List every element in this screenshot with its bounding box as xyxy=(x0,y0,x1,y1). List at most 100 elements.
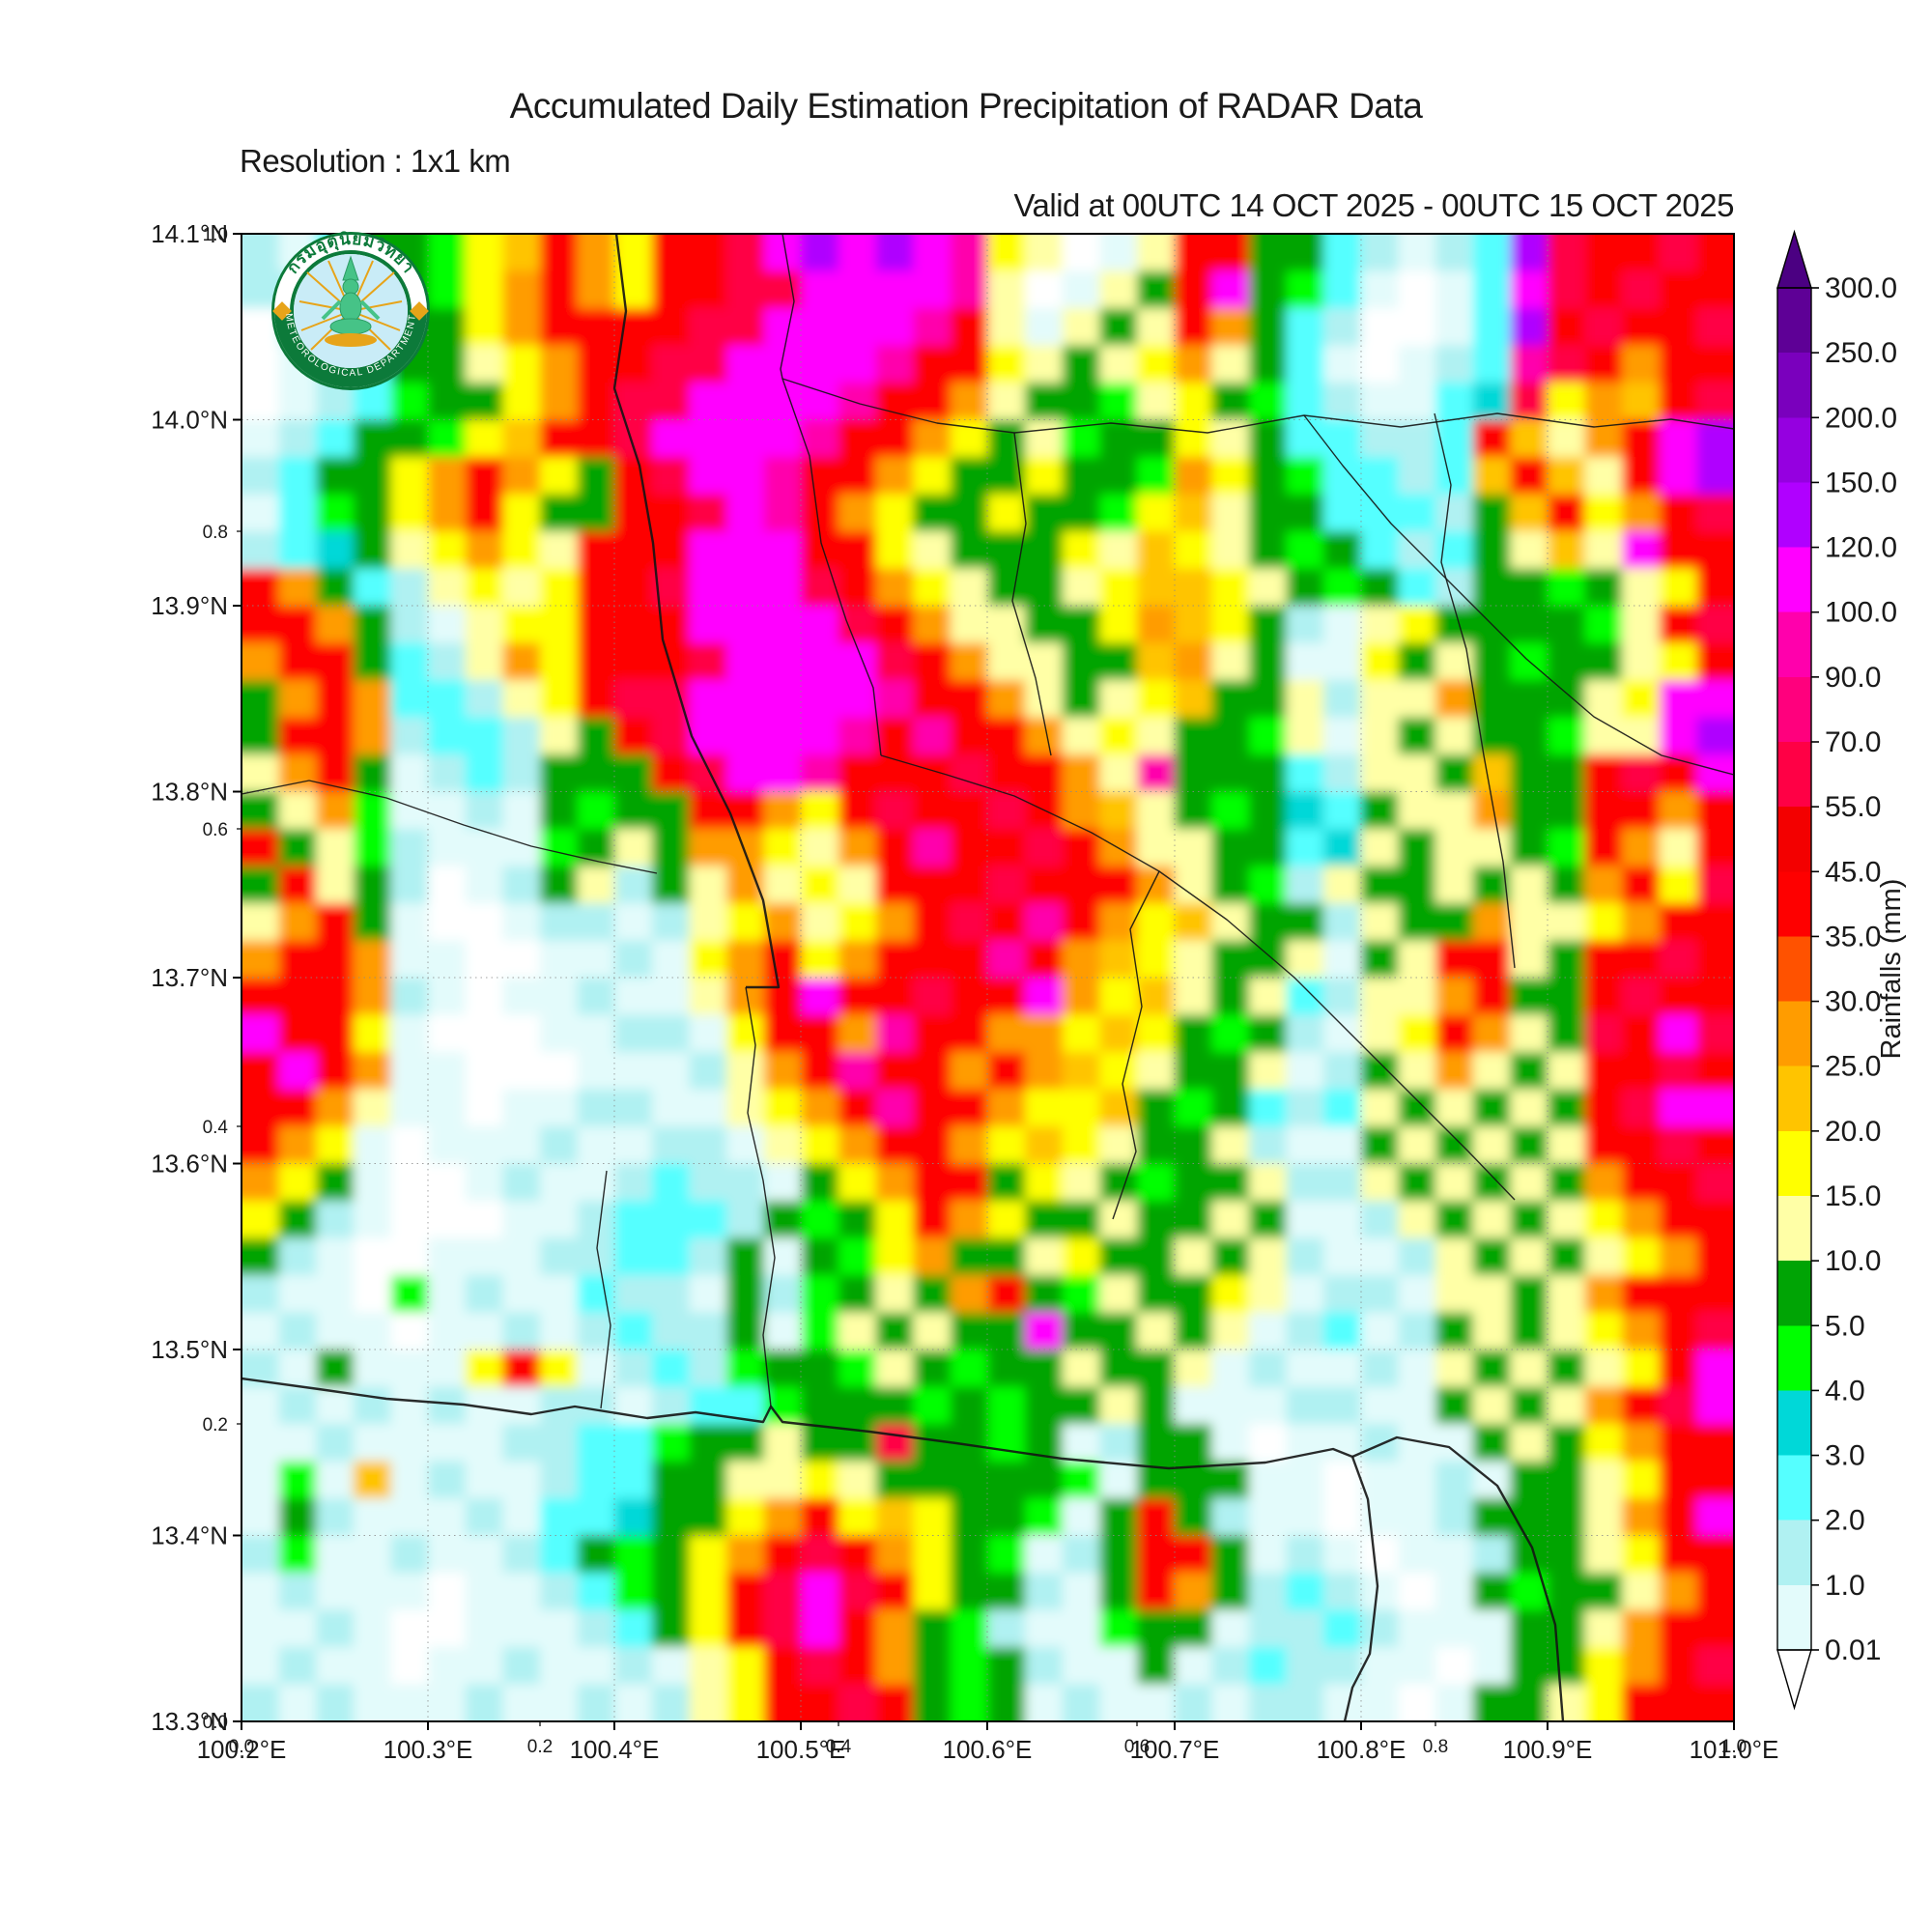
precip-cell xyxy=(1323,1126,1362,1165)
precip-cell xyxy=(1062,345,1101,384)
precip-cell xyxy=(1622,606,1661,644)
precip-cell xyxy=(614,1424,654,1463)
precip-cell xyxy=(1659,1498,1698,1537)
precip-cell xyxy=(689,903,728,942)
precip-cell xyxy=(577,1647,616,1686)
lon-tick-label: 100.7°E xyxy=(1130,1735,1220,1764)
precip-cell xyxy=(1510,1386,1549,1426)
precip-cell xyxy=(278,1461,318,1500)
precip-cell xyxy=(1025,457,1064,496)
precip-cell xyxy=(1659,1201,1698,1239)
precip-cell xyxy=(1137,642,1176,682)
precip-cell xyxy=(540,1275,579,1314)
precip-cell xyxy=(540,1201,579,1239)
precip-cell xyxy=(1659,1461,1698,1500)
precip-cell xyxy=(540,1052,579,1091)
precip-cell xyxy=(1547,1535,1586,1575)
precip-cell xyxy=(1211,1312,1251,1351)
precip-cell xyxy=(1435,457,1474,496)
precip-cell xyxy=(1398,1647,1437,1686)
precip-cell xyxy=(651,531,691,570)
precip-cell xyxy=(316,1089,355,1128)
precip-cell xyxy=(875,1535,915,1575)
precip-cell xyxy=(726,680,765,719)
precip-cell xyxy=(278,1386,318,1426)
precip-cell xyxy=(428,680,467,719)
precip-cell xyxy=(1696,791,1734,831)
precip-cell xyxy=(242,1201,280,1239)
precip-cell xyxy=(614,1647,654,1686)
precip-cell xyxy=(689,383,728,421)
precip-cell xyxy=(1696,680,1734,719)
precip-cell xyxy=(1584,457,1624,496)
precip-cell xyxy=(838,1312,877,1351)
precip-cell xyxy=(950,1275,989,1314)
precip-cell xyxy=(502,1312,542,1351)
precip-cell xyxy=(1137,1647,1176,1686)
precip-cell xyxy=(1584,940,1624,980)
precip-cell xyxy=(1137,1052,1176,1091)
precip-cell xyxy=(651,1052,691,1091)
precip-cell xyxy=(913,494,952,533)
precip-cell xyxy=(1659,866,1698,905)
precip-cell xyxy=(801,1684,840,1721)
precip-cell xyxy=(913,1647,952,1686)
precip-cell xyxy=(1211,568,1251,608)
precip-cell xyxy=(390,606,430,644)
precip-cell xyxy=(1510,1498,1549,1537)
precip-cell xyxy=(1510,531,1549,570)
precip-cell xyxy=(689,1647,728,1686)
precip-cell xyxy=(1510,680,1549,719)
precip-cell xyxy=(950,1163,989,1203)
precip-cell xyxy=(242,270,280,310)
precip-cell xyxy=(1584,1684,1624,1721)
precip-cell xyxy=(651,1275,691,1314)
precip-cell xyxy=(540,978,579,1016)
precip-cell xyxy=(1248,1312,1288,1351)
precip-cell xyxy=(913,1052,952,1091)
precip-cell xyxy=(1435,1126,1474,1165)
precip-cell xyxy=(1435,1573,1474,1611)
precip-cell xyxy=(577,1237,616,1277)
precip-cell xyxy=(278,1424,318,1463)
precip-cell xyxy=(577,383,616,421)
precip-cell xyxy=(651,940,691,980)
precip-cell xyxy=(1398,383,1437,421)
precip-cell xyxy=(987,1609,1027,1649)
precip-cell xyxy=(1472,419,1512,459)
precip-cell xyxy=(1510,1350,1549,1388)
precip-cell xyxy=(316,903,355,942)
precip-cell xyxy=(1435,270,1474,310)
precip-cell xyxy=(1025,1237,1064,1277)
precip-cell xyxy=(1099,791,1139,831)
precip-cell xyxy=(1659,1535,1698,1575)
precip-cell xyxy=(689,1386,728,1426)
precip-cell xyxy=(577,1498,616,1537)
precip-cell xyxy=(428,1163,467,1203)
precip-cell xyxy=(614,383,654,421)
precip-cell xyxy=(278,1573,318,1611)
precip-cell xyxy=(1025,1684,1064,1721)
precip-cell xyxy=(1323,1535,1362,1575)
precip-cell xyxy=(987,1350,1027,1388)
precip-cell xyxy=(689,568,728,608)
precip-cell xyxy=(1099,308,1139,347)
precip-cell xyxy=(614,1163,654,1203)
precip-cell xyxy=(353,1089,392,1128)
precip-cell xyxy=(1211,791,1251,831)
precip-cell xyxy=(801,1201,840,1239)
precip-cell xyxy=(726,606,765,644)
precip-cell xyxy=(353,1573,392,1611)
precip-cell xyxy=(875,531,915,570)
precip-cell xyxy=(913,903,952,942)
precip-cell xyxy=(1248,419,1288,459)
precip-cell xyxy=(1510,1163,1549,1203)
precip-cell xyxy=(1062,791,1101,831)
precip-cell xyxy=(1696,1573,1734,1611)
precip-cell xyxy=(1398,270,1437,310)
precip-cell xyxy=(1472,642,1512,682)
precip-cell xyxy=(465,1237,504,1277)
precip-cell xyxy=(1137,1163,1176,1203)
precip-cell xyxy=(1137,1535,1176,1575)
precip-cell xyxy=(1025,568,1064,608)
